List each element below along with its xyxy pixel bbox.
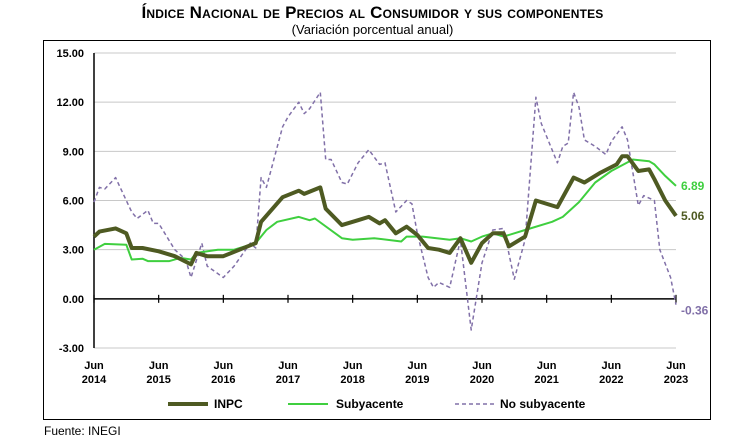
end-value-label: -0.36 [681, 304, 709, 318]
x-tick-month: Jun [278, 360, 298, 372]
y-tick-label: 12.00 [56, 97, 84, 109]
legend-label: Subyacente [336, 397, 404, 411]
x-tick-month: Jun [408, 360, 428, 372]
x-tick-month: Jun [537, 360, 557, 372]
x-tick-month: Jun [149, 360, 169, 372]
chart-title: Índice Nacional de Precios al Consumidor… [141, 3, 604, 22]
chart-frame [43, 40, 711, 420]
y-tick-label: 6.00 [63, 196, 84, 208]
x-tick-year: 2014 [82, 374, 107, 386]
x-tick-year: 2022 [599, 374, 623, 386]
y-tick-label: 9.00 [63, 146, 84, 158]
series-line-no-subyacente [93, 91, 677, 331]
x-tick-month: Jun [602, 360, 622, 372]
x-tick-year: 2017 [276, 374, 300, 386]
source-note: Fuente: INEGI [44, 424, 121, 438]
x-tick-month: Jun [214, 360, 234, 372]
x-tick-year: 2015 [146, 374, 170, 386]
legend-label: INPC [214, 397, 243, 411]
x-tick-year: 2019 [405, 374, 429, 386]
x-tick-month: Jun [666, 360, 686, 372]
legend-label: No subyacente [500, 397, 586, 411]
y-tick-label: 3.00 [63, 245, 84, 257]
end-value-label: 5.06 [681, 209, 705, 223]
chart-subtitle: (Variación porcentual anual) [291, 22, 454, 37]
x-tick-month: Jun [472, 360, 492, 372]
x-tick-month: Jun [343, 360, 363, 372]
x-tick-year: 2016 [211, 374, 235, 386]
series-line-inpc [92, 154, 678, 267]
x-tick-year: 2020 [470, 374, 494, 386]
x-tick-month: Jun [84, 360, 104, 372]
x-tick-year: 2023 [664, 374, 688, 386]
y-tick-label: 0.00 [63, 294, 84, 306]
x-tick-year: 2018 [340, 374, 364, 386]
y-tick-label: -3.00 [59, 343, 84, 355]
y-tick-label: 15.00 [56, 48, 84, 60]
x-tick-year: 2021 [534, 374, 558, 386]
end-value-label: 6.89 [681, 179, 705, 193]
series-line-subyacente [93, 158, 677, 263]
